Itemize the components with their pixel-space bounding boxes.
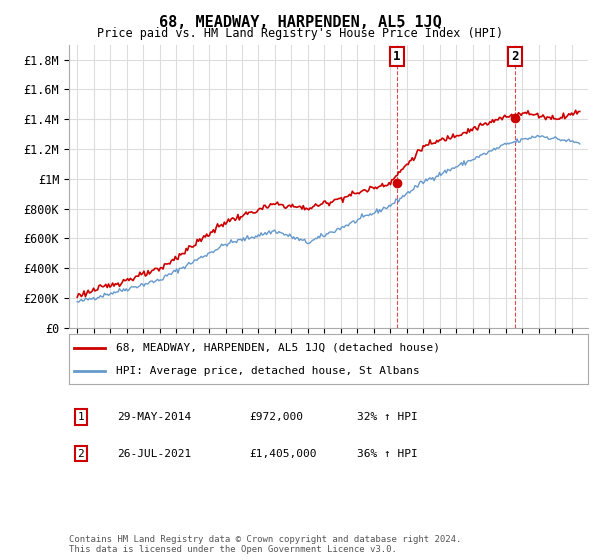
Text: HPI: Average price, detached house, St Albans: HPI: Average price, detached house, St A…	[116, 366, 419, 376]
Text: 29-MAY-2014: 29-MAY-2014	[117, 412, 191, 422]
Text: Price paid vs. HM Land Registry's House Price Index (HPI): Price paid vs. HM Land Registry's House …	[97, 27, 503, 40]
Text: 32% ↑ HPI: 32% ↑ HPI	[357, 412, 418, 422]
Text: 68, MEADWAY, HARPENDEN, AL5 1JQ: 68, MEADWAY, HARPENDEN, AL5 1JQ	[158, 15, 442, 30]
Text: 1: 1	[393, 50, 401, 63]
Text: 68, MEADWAY, HARPENDEN, AL5 1JQ (detached house): 68, MEADWAY, HARPENDEN, AL5 1JQ (detache…	[116, 343, 440, 353]
Text: £972,000: £972,000	[249, 412, 303, 422]
Text: 2: 2	[77, 449, 85, 459]
Text: 26-JUL-2021: 26-JUL-2021	[117, 449, 191, 459]
Text: 1: 1	[77, 412, 85, 422]
Text: 36% ↑ HPI: 36% ↑ HPI	[357, 449, 418, 459]
Text: Contains HM Land Registry data © Crown copyright and database right 2024.
This d: Contains HM Land Registry data © Crown c…	[69, 535, 461, 554]
Text: £1,405,000: £1,405,000	[249, 449, 317, 459]
Text: 2: 2	[511, 50, 518, 63]
